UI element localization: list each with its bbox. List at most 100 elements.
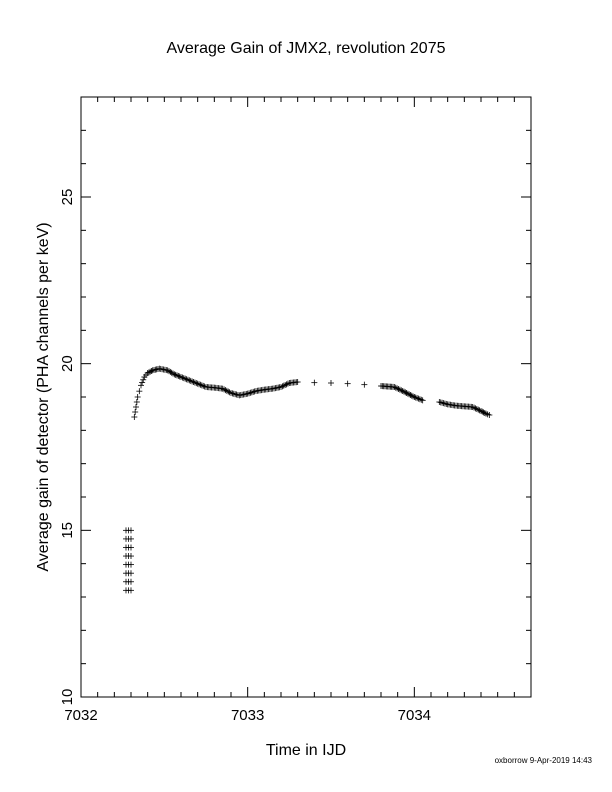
data-point	[147, 368, 154, 375]
data-point	[171, 371, 178, 378]
data-point	[396, 386, 403, 393]
data-point	[395, 386, 402, 392]
data-point	[412, 394, 419, 401]
data-point	[138, 382, 144, 389]
data-point	[225, 388, 232, 395]
data-point	[400, 388, 407, 395]
data-point	[190, 379, 197, 385]
data-point	[197, 381, 204, 388]
data-point	[132, 409, 139, 415]
data-point	[221, 386, 228, 393]
data-point	[418, 396, 425, 403]
chart-title: Average Gain of JMX2, revolution 2075	[167, 40, 446, 57]
data-point	[398, 387, 405, 394]
data-point	[170, 370, 176, 377]
data-point	[311, 379, 318, 386]
data-point	[283, 381, 290, 388]
data-point	[219, 385, 226, 392]
data-point	[182, 375, 189, 382]
data-point	[416, 396, 423, 403]
data-point	[472, 405, 479, 412]
data-point	[278, 384, 284, 390]
data-point	[128, 527, 134, 534]
data-point	[328, 380, 334, 386]
data-point	[176, 373, 183, 380]
y-tick-label: 25	[59, 189, 76, 206]
axis-tick-labels: 7032 7033 7034 10 15 20 25	[59, 189, 431, 724]
data-point	[187, 377, 194, 384]
data-point	[248, 389, 255, 396]
data-point	[178, 374, 184, 380]
data-point	[247, 389, 254, 396]
data-point	[250, 388, 257, 395]
data-point	[189, 378, 196, 385]
data-point	[174, 372, 180, 379]
data-point	[280, 382, 287, 389]
data-point	[410, 393, 417, 400]
data-point	[475, 406, 482, 413]
data-point	[128, 535, 134, 542]
data-point	[128, 578, 134, 585]
data-point	[476, 407, 483, 414]
data-point	[399, 388, 406, 394]
x-tick-label: 7032	[64, 707, 97, 724]
data-point	[133, 404, 139, 410]
data-point	[407, 392, 414, 398]
data-point	[284, 380, 291, 387]
data-point	[128, 553, 134, 560]
data-point	[391, 384, 398, 390]
data-point	[133, 399, 140, 405]
data-point	[201, 383, 208, 390]
data-point	[226, 389, 233, 396]
y-tick-label: 15	[59, 522, 76, 539]
data-point	[184, 376, 191, 383]
data-point	[128, 544, 134, 551]
data-point	[392, 384, 399, 391]
data-point	[481, 410, 488, 416]
data-point	[198, 382, 205, 389]
data-point	[193, 380, 200, 387]
data-point	[196, 381, 203, 388]
data-point	[244, 390, 251, 397]
data-point	[194, 380, 201, 387]
data-point	[180, 375, 187, 382]
data-point	[394, 385, 401, 392]
data-point	[469, 404, 476, 410]
data-point	[172, 371, 179, 378]
data-point	[131, 414, 138, 420]
data-point	[411, 394, 418, 400]
data-point	[164, 367, 171, 374]
data-point	[344, 380, 351, 387]
data-point	[175, 372, 182, 379]
axis-ticks	[80, 96, 532, 698]
data-point	[419, 397, 426, 404]
data-point	[402, 389, 409, 396]
y-tick-label: 20	[59, 355, 76, 372]
data-point	[179, 374, 186, 381]
data-point	[148, 368, 155, 374]
data-point	[128, 587, 134, 594]
data-point	[404, 390, 411, 397]
data-point	[251, 388, 258, 395]
data-point	[191, 379, 198, 386]
data-point	[246, 390, 253, 397]
data-point	[473, 406, 480, 412]
data-point	[145, 369, 152, 376]
data-point	[403, 390, 410, 396]
data-point	[406, 391, 413, 398]
data-point	[279, 383, 286, 390]
y-tick-label: 10	[59, 689, 76, 706]
data-point	[134, 394, 141, 400]
data-point	[479, 408, 486, 415]
x-axis-label: Time in IJD	[266, 742, 346, 759]
data-point	[361, 381, 368, 388]
data-point	[480, 409, 487, 416]
data-point	[128, 570, 134, 577]
data-point	[128, 561, 134, 568]
data-point	[478, 408, 484, 414]
data-point	[408, 392, 415, 399]
data-point	[294, 379, 301, 385]
data-point	[486, 412, 493, 418]
data-point	[200, 382, 207, 389]
